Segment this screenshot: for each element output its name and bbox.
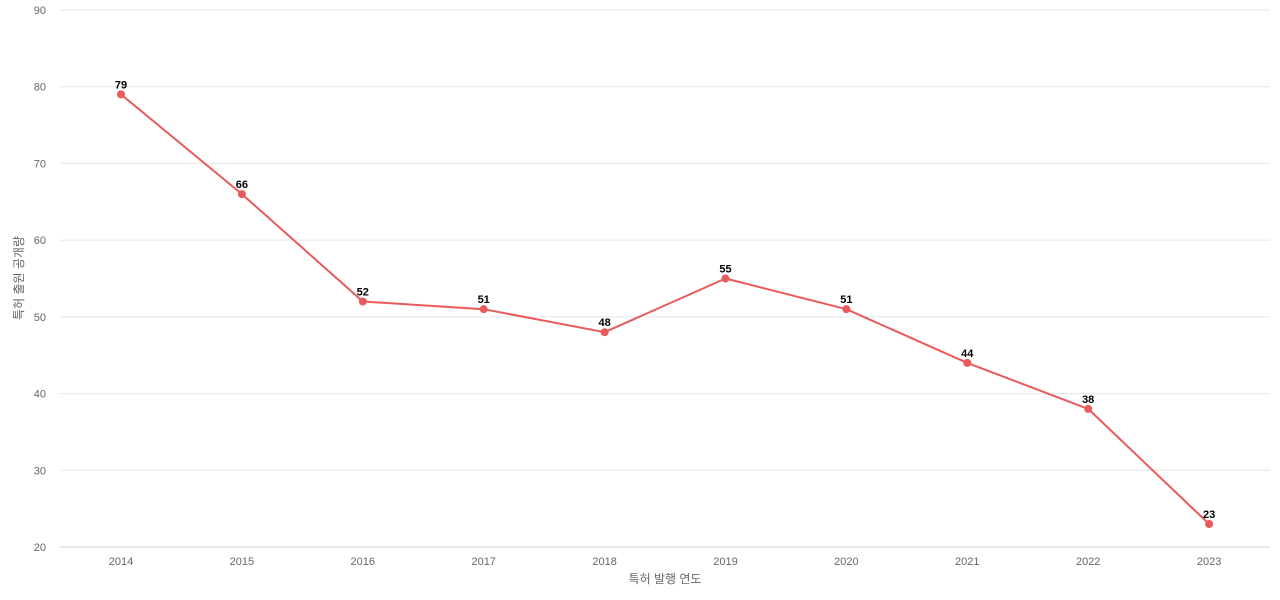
y-tick-label: 60 bbox=[34, 235, 46, 247]
x-tick-label: 2023 bbox=[1197, 556, 1221, 568]
data-point bbox=[600, 328, 609, 337]
x-axis-ticks: 2014 2015 2016 2017 2018 2019 2020 2021 2022 2023 bbox=[109, 556, 1222, 568]
data-point bbox=[117, 90, 125, 99]
y-axis-title: 특허 출원 공개량 bbox=[12, 236, 26, 320]
grid-layer bbox=[60, 9, 1270, 548]
y-tick-label: 50 bbox=[34, 312, 46, 324]
data-label: 23 bbox=[1203, 509, 1215, 521]
data-label: 55 bbox=[719, 264, 731, 276]
x-tick-label: 2018 bbox=[592, 556, 616, 568]
data-label: 51 bbox=[478, 294, 490, 306]
data-point bbox=[1084, 404, 1093, 413]
data-labels: 79 66 52 51 48 55 51 44 38 23 bbox=[115, 79, 1215, 521]
data-label: 66 bbox=[236, 179, 248, 191]
data-label: 44 bbox=[961, 348, 974, 360]
y-tick-label: 40 bbox=[34, 389, 46, 401]
data-point bbox=[842, 305, 851, 314]
y-tick-label: 80 bbox=[34, 82, 46, 94]
data-label: 51 bbox=[840, 294, 852, 306]
series-line bbox=[120, 93, 1211, 525]
data-point bbox=[1205, 519, 1214, 528]
data-label: 79 bbox=[115, 79, 127, 91]
data-label: 38 bbox=[1082, 394, 1094, 406]
y-tick-label: 20 bbox=[34, 542, 46, 554]
y-tick-label: 70 bbox=[34, 158, 46, 170]
y-axis-ticks: 20 30 40 50 60 70 80 90 bbox=[34, 5, 46, 554]
data-point bbox=[237, 190, 246, 199]
y-tick-label: 90 bbox=[34, 5, 46, 17]
x-tick-label: 2015 bbox=[230, 556, 254, 568]
x-tick-label: 2020 bbox=[834, 556, 858, 568]
data-point bbox=[479, 305, 488, 314]
x-tick-label: 2014 bbox=[109, 556, 133, 568]
data-label: 48 bbox=[598, 317, 610, 329]
x-tick-label: 2022 bbox=[1076, 556, 1100, 568]
data-point bbox=[358, 297, 367, 306]
x-axis-title: 특허 발행 연도 bbox=[629, 571, 702, 586]
series-layer bbox=[117, 90, 1214, 528]
x-tick-label: 2019 bbox=[713, 556, 737, 568]
y-tick-label: 30 bbox=[34, 465, 46, 477]
x-tick-label: 2021 bbox=[955, 556, 979, 568]
x-tick-label: 2016 bbox=[351, 556, 375, 568]
data-point bbox=[721, 274, 730, 283]
x-tick-label: 2017 bbox=[471, 556, 495, 568]
data-label: 52 bbox=[357, 287, 369, 299]
data-point bbox=[963, 358, 972, 367]
